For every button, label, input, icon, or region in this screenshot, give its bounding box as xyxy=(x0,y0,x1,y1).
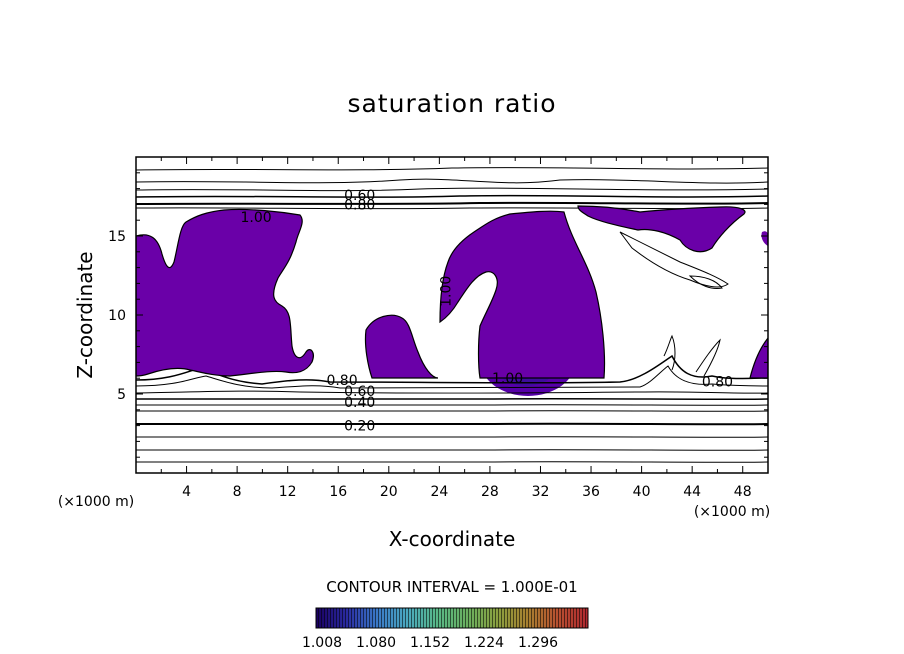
contour-line-spike-2 xyxy=(695,338,721,377)
contour-line-lower-3 xyxy=(136,390,768,394)
colorbar-tick-label: 1.152 xyxy=(410,635,450,651)
colorbar-tick-label: 1.008 xyxy=(302,635,342,651)
contour-label: 0.80 xyxy=(326,373,357,389)
colorbar-tick-label: 1.296 xyxy=(518,635,558,651)
colorbar-tick-label: 1.224 xyxy=(464,635,504,651)
colorbar-tick-labels: 1.008 1.080 1.152 1.224 1.296 xyxy=(302,635,558,651)
contour-label: 0.60 xyxy=(344,384,375,400)
contour-line-upper-3 xyxy=(136,187,768,192)
x-tick-label: 40 xyxy=(633,484,651,500)
y-axis-ticks: 5 10 15 xyxy=(108,172,768,458)
x-tick-label: 48 xyxy=(734,484,752,500)
contour-line-upper-4 xyxy=(136,194,768,198)
y-tick-label: 10 xyxy=(108,308,126,324)
colorbar-hatch xyxy=(316,608,588,628)
contour-line-right-cloud-2 xyxy=(688,275,723,289)
contour-line-upper-5 xyxy=(136,201,768,205)
colorbar-tick-label: 1.080 xyxy=(356,635,396,651)
contour-line-lower-2 xyxy=(136,365,768,389)
contour-label: 0.40 xyxy=(344,395,375,411)
contour-line-lower-10 xyxy=(136,461,768,463)
y-tick-label: 15 xyxy=(108,229,126,245)
contour-line-lower-7 xyxy=(136,422,768,426)
fill-region-right-edge xyxy=(761,231,768,246)
contour-label: 0.80 xyxy=(702,374,733,390)
contour-line-upper-2 xyxy=(136,178,768,184)
contour-lines xyxy=(136,167,768,463)
x-tick-label: 28 xyxy=(481,484,499,500)
x-tick-label: 24 xyxy=(430,484,448,500)
x-axis-ticks: 4 8 12 16 20 24 28 32 36 40 44 48 xyxy=(160,157,752,500)
contour-label: 1.00 xyxy=(439,276,455,307)
contour-line-upper-1 xyxy=(136,167,768,171)
x-tick-label: 16 xyxy=(329,484,347,500)
contour-line-spike-1 xyxy=(663,334,676,371)
x-tick-label: 12 xyxy=(279,484,297,500)
contour-interval-label: CONTOUR INTERVAL = 1.000E-01 xyxy=(326,578,577,596)
contour-label: 0.60 xyxy=(344,188,375,204)
contour-line-lower-5 xyxy=(136,404,768,406)
x-tick-label: 4 xyxy=(182,484,191,500)
contour-label: 1.00 xyxy=(492,371,523,387)
colorbar-frame xyxy=(315,607,589,629)
x-axis-unit: (×1000 m) xyxy=(58,494,134,510)
contour-line-lower-8 xyxy=(136,436,768,438)
contour-labels: 0.600.801.001.001.000.80 0.800.600.400.20 xyxy=(240,188,733,435)
contour-line-right-cloud-1 xyxy=(619,231,729,288)
x-axis-label: X-coordinate xyxy=(389,527,516,551)
y-tick-label: 5 xyxy=(117,387,126,403)
y-axis-unit: (×1000 m) xyxy=(694,504,770,520)
contour-line-lower-6 xyxy=(136,410,768,412)
x-tick-label: 8 xyxy=(233,484,242,500)
chart-title: saturation ratio xyxy=(347,89,556,118)
contour-line-upper-6 xyxy=(136,207,768,210)
x-tick-label: 36 xyxy=(582,484,600,500)
x-tick-label: 44 xyxy=(683,484,701,500)
contour-label: 0.80 xyxy=(344,197,375,213)
x-tick-label: 20 xyxy=(380,484,398,500)
contour-label: 1.00 xyxy=(240,210,271,226)
y-axis-label: Z-coordinate xyxy=(73,251,97,378)
contour-label: 0.20 xyxy=(344,419,375,435)
contour-line-lower-4 xyxy=(136,397,768,401)
contour-line-lower-9 xyxy=(136,449,768,451)
x-tick-label: 32 xyxy=(532,484,550,500)
